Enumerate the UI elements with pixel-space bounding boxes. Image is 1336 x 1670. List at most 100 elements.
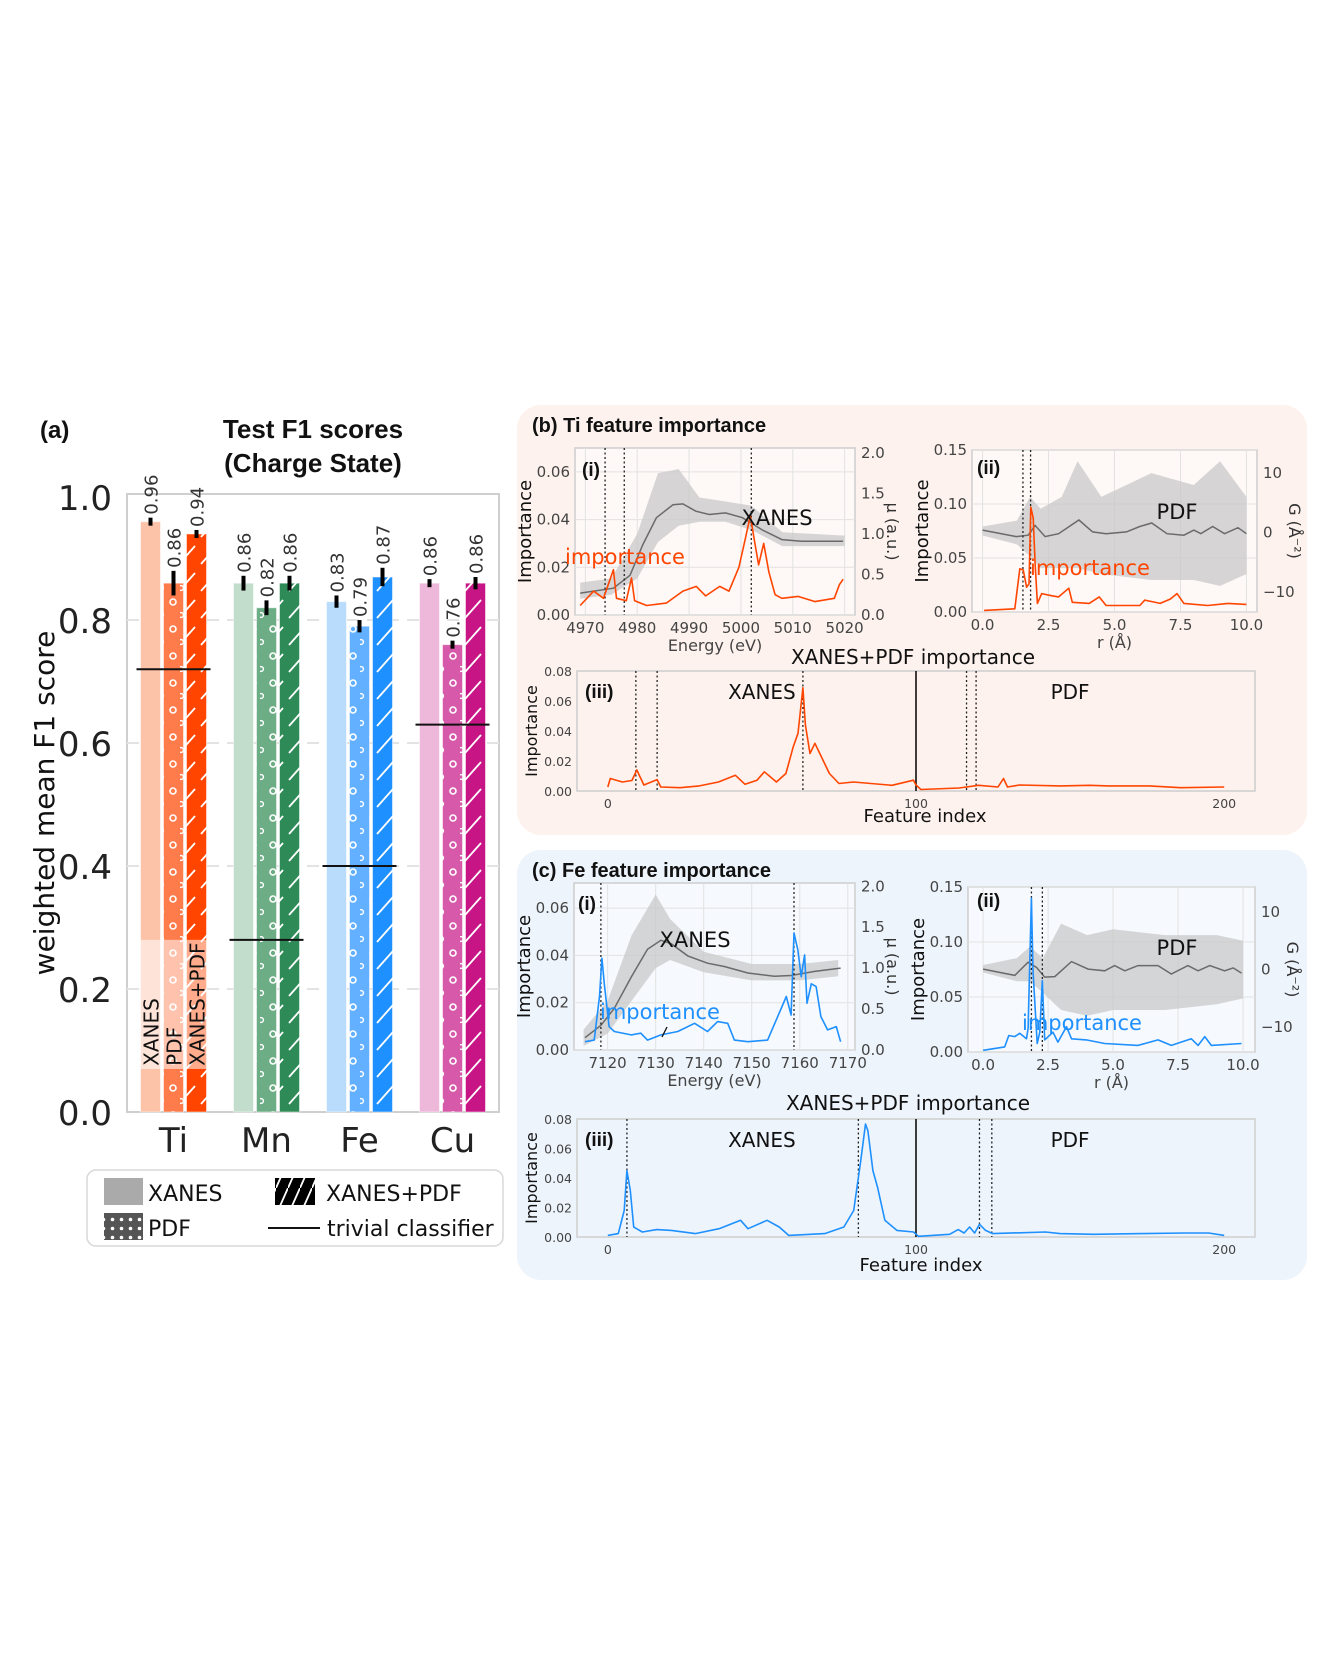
- spectra-band: [982, 461, 1247, 586]
- y-axis-label: Importance: [514, 915, 535, 1018]
- y2-tick-label: 0.0: [861, 1041, 885, 1059]
- y2-tick-label: 0.5: [861, 565, 885, 583]
- y-tick-label: 0.02: [537, 558, 570, 576]
- y-tick-label: 0.00: [537, 606, 570, 624]
- y-axis-label: Importance: [522, 1132, 541, 1224]
- annotation-arrow: [661, 1026, 668, 1038]
- y-tick-label: 0.6: [58, 725, 112, 765]
- x-tick-label: 7160: [781, 1054, 819, 1072]
- y2-tick-label: 10: [1261, 903, 1280, 921]
- importance-label: importance: [600, 1000, 720, 1024]
- value-label: 0.96: [142, 475, 163, 515]
- panel-title: (b) Ti feature importance: [532, 415, 766, 437]
- y-tick-label: 0.04: [544, 1171, 572, 1186]
- category-label: Fe: [340, 1121, 379, 1161]
- y2-tick-label: −10: [1263, 583, 1295, 601]
- value-label: 0.94: [188, 487, 209, 527]
- y2-axis-label: G (Å⁻²): [1285, 503, 1304, 559]
- y-axis-label: Importance: [908, 918, 929, 1021]
- bar-pattern-dots: [349, 626, 370, 1112]
- panel-b-feature-importance: (b) Ti feature importance 4970 4980 4990 500…: [515, 405, 1307, 835]
- y2-tick-label: 1.5: [861, 484, 885, 502]
- legend-swatch-hatch-pattern: [275, 1178, 315, 1205]
- panel-label: (a): [40, 417, 69, 444]
- y2-tick-label: 2.0: [861, 444, 885, 462]
- y-tick-label: 0.15: [934, 441, 967, 459]
- value-label: 0.86: [467, 534, 488, 574]
- subplot-i: 7120 7130 7140 7150 7160 7170 0.00 0.02 0.04 0.06…: [514, 877, 902, 1090]
- y-tick-label: 0.0: [58, 1094, 112, 1134]
- legend-box: [86, 1169, 504, 1247]
- y-tick-label: 0.10: [934, 495, 967, 513]
- x-axis-label: Feature index: [864, 806, 987, 827]
- x-tick-label: 0.0: [971, 1056, 995, 1074]
- x-axis-label: r (Å): [1094, 1073, 1129, 1092]
- value-label: 0.86: [421, 536, 442, 576]
- x-tick-label: 2.5: [1036, 1056, 1060, 1074]
- x-axis-label: Energy (eV): [667, 1071, 761, 1090]
- legend-swatch-solid: [104, 1178, 143, 1205]
- bar-pattern-dots: [442, 644, 463, 1112]
- x-axis-label: Feature index: [860, 1255, 983, 1276]
- spectrum-mean-line: [580, 503, 844, 594]
- subplot-label: (ii): [977, 458, 1000, 479]
- category-label: Ti: [158, 1121, 188, 1161]
- category-label: Mn: [241, 1121, 292, 1161]
- section-label-xanes: XANES: [728, 1128, 796, 1152]
- y-tick-label: 0.04: [544, 724, 572, 739]
- y-tick-label: 0.06: [544, 1142, 572, 1157]
- y2-axis-label: μ (a.u.): [883, 938, 902, 996]
- y-tick-label: 0.08: [544, 664, 572, 679]
- y2-tick-label: 10: [1263, 464, 1282, 482]
- value-label: 0.79: [351, 577, 372, 617]
- x-tick-label: 4990: [670, 619, 708, 637]
- y2-axis-label: μ (a.u.): [883, 503, 902, 561]
- legend-label: XANES+PDF: [326, 1182, 462, 1207]
- x-tick-label: 0: [604, 796, 612, 811]
- spectrum-mean-line: [982, 519, 1247, 538]
- importance-line: [607, 686, 1225, 791]
- chart-title: Test F1 scores: [223, 414, 403, 444]
- x-tick-label: 7140: [685, 1054, 723, 1072]
- legend-label: PDF: [148, 1217, 191, 1242]
- x-axis-label: r (Å): [1097, 633, 1132, 652]
- section-label-pdf: PDF: [1051, 1128, 1090, 1152]
- y2-tick-label: 1.0: [861, 959, 885, 977]
- x-tick-label: 7.5: [1166, 1056, 1190, 1074]
- x-tick-label: 0: [604, 1242, 612, 1257]
- subplot-label: (iii): [585, 1130, 614, 1151]
- y-tick-label: 0.02: [544, 1201, 572, 1216]
- y-tick-label: 0.8: [58, 602, 112, 642]
- y2-tick-label: 2.0: [861, 877, 885, 895]
- x-tick-label: 0.0: [971, 616, 995, 634]
- subplot-label: (i): [582, 460, 600, 481]
- inline-series-label: XANES: [140, 998, 164, 1066]
- x-tick-label: 7170: [829, 1054, 867, 1072]
- bar-pattern-hatch: [279, 583, 300, 1112]
- x-tick-label: 100: [904, 1242, 928, 1257]
- importance-line: [607, 1123, 1225, 1238]
- value-label: 0.76: [444, 598, 465, 638]
- subplot-ii: 0.0 2.5 5.0 7.5 10.0 0.00 0.05 0.10 0.15 −10 0 10 Im…: [908, 878, 1302, 1092]
- y-tick-label: 0.00: [536, 1041, 569, 1059]
- section-label-pdf: PDF: [1051, 680, 1090, 704]
- x-tick-label: 4970: [566, 619, 604, 637]
- value-label: 0.86: [281, 533, 302, 573]
- spectra-band: [583, 894, 839, 1046]
- y-tick-label: 0.08: [544, 1112, 572, 1127]
- y2-tick-label: 0: [1263, 523, 1273, 541]
- spectrum-label: XANES: [741, 506, 812, 530]
- x-tick-label: 5.0: [1101, 1056, 1125, 1074]
- y2-tick-label: 0: [1261, 961, 1271, 979]
- bar-Cu-XANES: [419, 582, 440, 1113]
- x-tick-label: 7150: [733, 1054, 771, 1072]
- x-tick-label: 5000: [722, 619, 760, 637]
- y-tick-label: 0.06: [537, 463, 570, 481]
- x-tick-label: 7130: [637, 1054, 675, 1072]
- y-tick-label: 0.05: [930, 988, 963, 1006]
- inline-series-label: XANES+PDF: [186, 942, 210, 1065]
- x-tick-label: 200: [1212, 1242, 1236, 1257]
- subplot-label: (iii): [585, 682, 614, 703]
- spectrum-mean-line: [584, 939, 841, 1039]
